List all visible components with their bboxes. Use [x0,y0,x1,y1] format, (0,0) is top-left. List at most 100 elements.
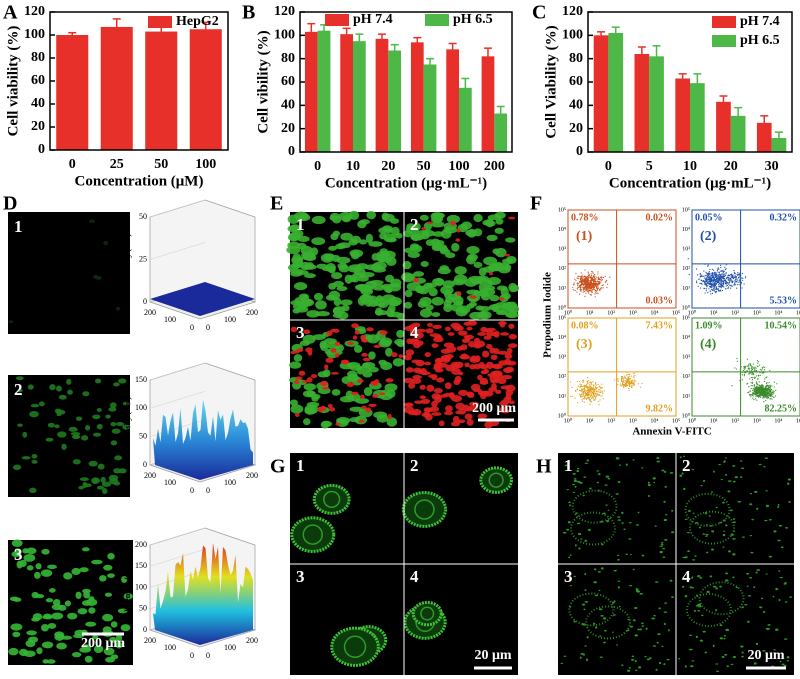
event-dot [750,387,752,390]
cell [475,275,489,282]
nucleus [414,499,435,520]
panel-letter: E [270,193,283,215]
cell [73,633,85,639]
event-dot [709,276,711,278]
y-axis-label: Cell viability (%) [5,26,21,137]
cell [779,660,782,663]
cell [61,635,73,640]
cell [71,567,81,576]
event-dot [721,275,723,277]
event-dot [586,381,589,383]
event-dot [752,395,754,397]
cell [385,378,394,383]
cell [688,648,692,651]
event-dot [736,280,738,282]
event-dot [569,381,572,383]
cell [663,500,666,503]
event-dot [759,392,761,394]
event-dot [580,384,583,386]
event-dot [600,387,602,389]
cell [410,232,421,242]
event-dot [738,273,741,275]
event-dot [725,273,727,275]
cell [777,539,781,542]
image-label: 1 [14,217,23,236]
event-dot [590,273,592,275]
cell [637,511,640,514]
decade-label: 10⁵ [682,207,690,213]
cell [632,459,635,461]
event-dot [736,287,738,289]
cell [71,434,81,439]
cell-outline [330,626,380,667]
event-dot [594,285,596,287]
cell [502,292,511,300]
event-dot [721,270,723,272]
event-dot [581,282,584,284]
cell [31,459,38,464]
event-dot [713,272,716,274]
event-dot [743,365,745,368]
cell [77,608,88,615]
decade-label: 10¹ [586,418,594,424]
cell [755,507,759,510]
event-dot [621,379,623,381]
event-dot [772,390,774,392]
event-dot [750,382,752,384]
decade-label: 10⁰ [564,417,573,424]
cell [719,637,723,640]
cell [477,374,483,381]
cell [691,576,694,579]
nucleus [323,490,341,509]
cell [28,636,39,643]
decade-label: 10⁵ [682,315,690,321]
event-dot [641,382,643,385]
event-dot [751,367,753,370]
image-label: 2 [410,456,419,475]
cell [287,225,301,233]
event-dot [762,397,764,399]
xy-tick-label: 200 [246,308,258,317]
z-tick-label: 100 [135,582,147,591]
event-dot [756,360,759,362]
cell [415,328,427,333]
event-dot [605,279,608,281]
cell [664,602,668,604]
cell [686,531,691,534]
cell [764,457,769,459]
event-dot [734,272,736,275]
event-dot [607,283,609,285]
cell [11,551,22,558]
cell [597,473,601,476]
cell [721,655,725,659]
cell [121,576,128,583]
event-dot [715,278,717,281]
cell [466,246,480,255]
cell [444,326,451,332]
event-dot [595,390,598,393]
event-dot [724,266,726,268]
event-dot [764,386,767,388]
cell [78,485,85,490]
event-dot [769,387,771,389]
cell [766,627,770,630]
event-dot [590,394,592,396]
event-dot [739,373,741,375]
event-dot [754,369,756,371]
event-dot [589,392,591,394]
event-dot [715,287,718,289]
event-dot [695,280,698,282]
event-dot [578,393,580,395]
event-dot [757,386,760,389]
cell [783,638,788,640]
cell [297,235,310,243]
cell [322,369,331,377]
x-tick-label: 100 [449,159,470,174]
cell [19,559,27,568]
event-dot [584,275,586,277]
cell [705,535,708,537]
event-dot [755,381,758,383]
cell [432,324,443,330]
event-dot [589,399,591,401]
cell [453,361,464,369]
